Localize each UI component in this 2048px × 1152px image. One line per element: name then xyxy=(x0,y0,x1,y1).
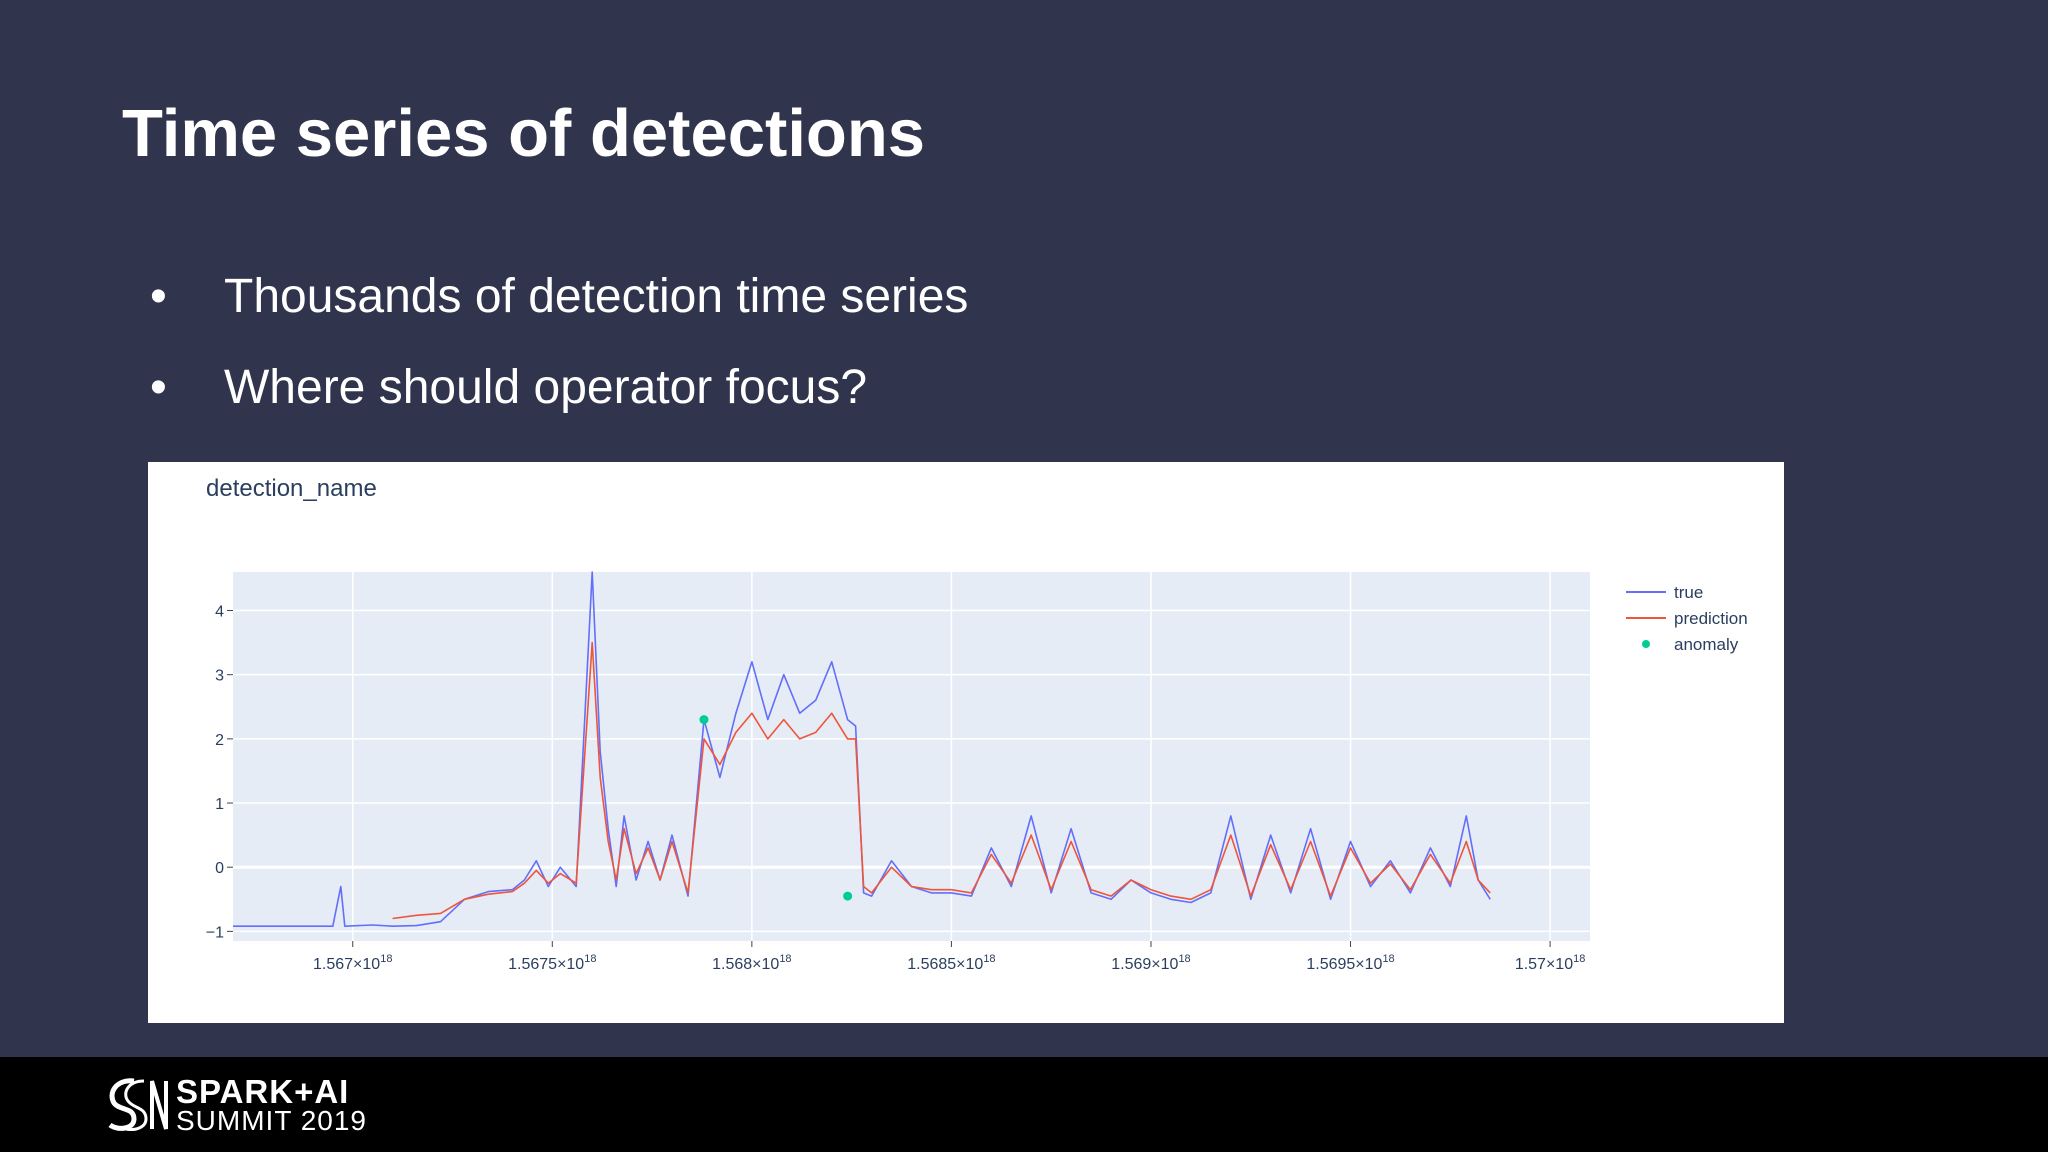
bullet-item-1: • Thousands of detection time series xyxy=(150,273,968,321)
bullet-dot: • xyxy=(150,270,167,323)
y-tick-label-1: 0 xyxy=(215,860,224,877)
chart-panel: detection_name 1.567×1018 1.5675×1018 1.56… xyxy=(148,462,1784,1023)
anomaly-point-1 xyxy=(843,891,853,901)
x-tick-label-4: 1.569×1018 xyxy=(1111,953,1190,973)
bullet-text-2: Where should operator focus? xyxy=(224,361,868,414)
x-tick-label-1: 1.5675×1018 xyxy=(508,953,596,973)
y-tick-label-0: −1 xyxy=(206,924,224,941)
bullet-text-1: Thousands of detection time series xyxy=(224,270,969,323)
x-tick-label-2: 1.568×1018 xyxy=(712,953,791,973)
chart-title: detection_name xyxy=(206,475,377,502)
x-tick-label-0: 1.567×1018 xyxy=(313,953,392,973)
y-tick-label-5: 4 xyxy=(215,604,224,621)
footer-bar: SPARK+AI SUMMIT 2019 xyxy=(0,1057,2048,1152)
y-tick-label-4: 3 xyxy=(215,668,224,685)
legend-marker-anomaly xyxy=(1642,640,1650,648)
logo-line2: SUMMIT 2019 xyxy=(176,1105,367,1136)
anomaly-point-0 xyxy=(699,715,709,725)
x-tick-label-5: 1.5695×1018 xyxy=(1306,953,1394,973)
logo-line1: SPARK+AI xyxy=(176,1073,350,1110)
x-tick-label-6: 1.57×1018 xyxy=(1515,953,1586,973)
x-tick-label-3: 1.5685×1018 xyxy=(907,953,995,973)
bullet-item-2: • Where should operator focus? xyxy=(150,364,867,412)
spark-ai-summit-mark-icon xyxy=(108,1078,168,1131)
summit-logo: SPARK+AI SUMMIT 2019 xyxy=(104,1075,380,1135)
slide-title: Time series of detections xyxy=(122,96,926,171)
y-tick-label-3: 2 xyxy=(215,732,224,749)
plot-area xyxy=(233,572,1590,941)
y-tick-label-2: 1 xyxy=(215,796,224,813)
legend-label-true: true xyxy=(1674,583,1703,602)
legend-label-anomaly: anomaly xyxy=(1674,635,1739,654)
bullet-dot: • xyxy=(150,361,167,414)
chart-svg: detection_name 1.567×1018 1.5675×1018 1.56… xyxy=(206,475,1748,973)
legend-label-prediction: prediction xyxy=(1674,609,1748,628)
series-line-prediction xyxy=(392,641,1491,920)
series-line-true xyxy=(233,571,1491,927)
